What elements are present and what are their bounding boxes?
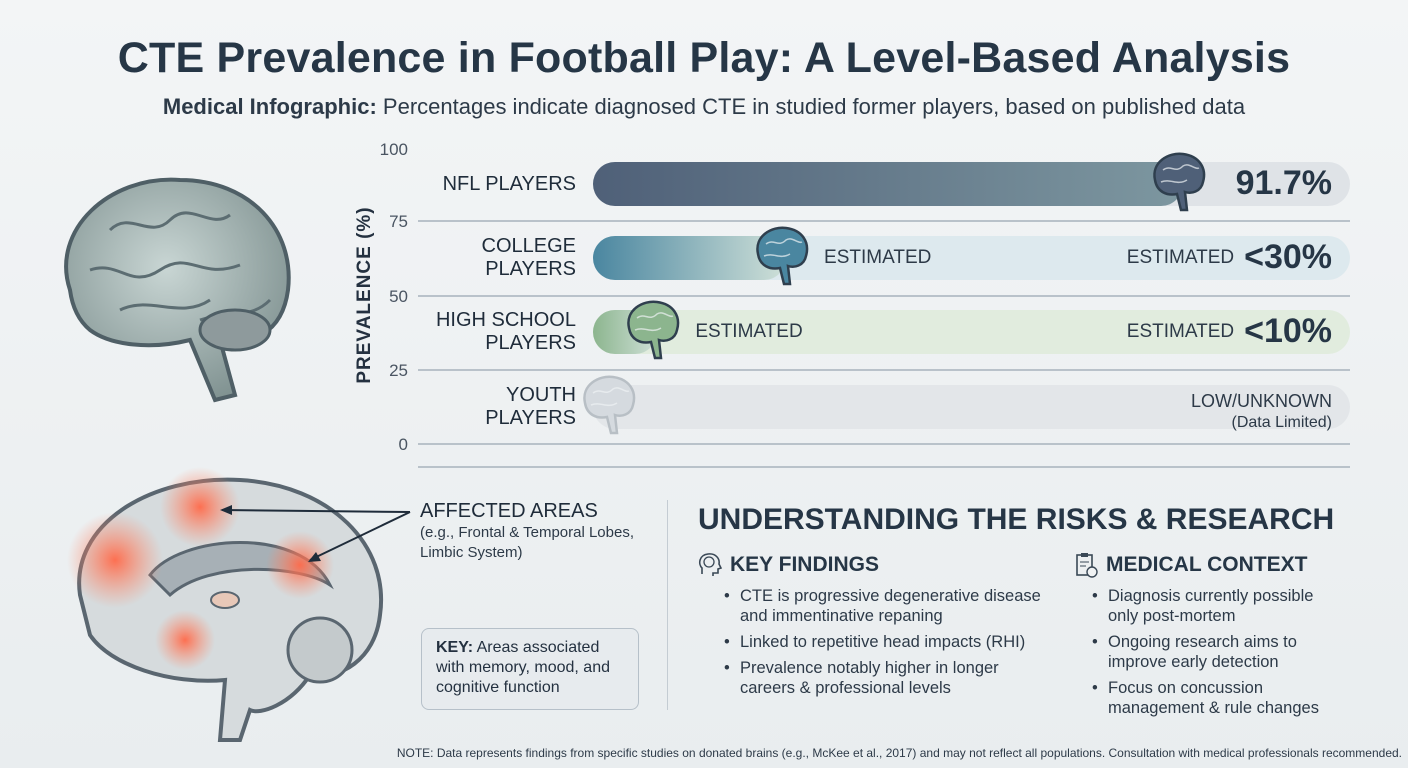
key-findings-title: KEY FINDINGS [730,553,879,576]
key-box: KEY: Areas associated with memory, mood,… [421,628,639,710]
brain-icon [756,226,809,286]
bar-inner-label: ESTIMATED [695,321,803,342]
finding-item: Linked to repetitive head impacts (RHI) [718,632,1058,652]
bar-fill [593,162,1184,206]
y-tick-50: 50 [389,287,408,306]
page-subtitle: Medical Infographic: Percentages indicat… [0,94,1408,120]
gridline [418,220,1350,222]
category-label: HIGH SCHOOL PLAYERS [376,309,576,355]
key-findings-section: KEY FINDINGS CTE is progressive degenera… [698,552,1058,704]
brain-icon [1153,152,1206,212]
bar-track [593,310,1350,354]
context-item: Diagnosis currently possible only post-m… [1086,586,1346,626]
y-tick-25: 25 [389,361,408,380]
brain-icon [627,300,680,360]
context-item: Focus on concussion management & rule ch… [1086,678,1346,718]
sagittal-brain-illustration [67,467,384,742]
bar-value-label: <30% [1244,238,1332,276]
subtitle-text: Percentages indicate diagnosed CTE in st… [382,94,1246,119]
bar-prefix-label: ESTIMATED [1126,320,1235,342]
bar-sub-label: (Data Limited) [1231,414,1332,431]
context-item: Ongoing research aims to improve early d… [1086,632,1346,672]
gridline [418,466,1350,468]
bar-value-label: LOW/UNKNOWN [1191,391,1332,411]
bar-fill [593,236,787,280]
affected-areas-subtitle: (e.g., Frontal & Temporal Lobes, Limbic … [420,524,634,561]
category-label-line: COLLEGE [481,235,576,257]
category-label-line: YOUTH [506,384,576,406]
y-tick-0: 0 [398,435,408,454]
key-label: KEY: [436,639,474,656]
category-label-line: NFL PLAYERS [442,172,576,195]
bar-track [593,385,1350,429]
brain-icon [583,375,636,435]
category-label-line: PLAYERS [485,258,576,280]
medical-context-title: MEDICAL CONTEXT [1106,553,1308,576]
category-label-line: PLAYERS [485,407,576,429]
category-label: COLLEGE PLAYERS [376,235,576,281]
bar-prefix-label: ESTIMATED [1126,246,1235,268]
affected-area-arrows [220,505,411,562]
gridline [418,369,1350,371]
category-label: NFL PLAYERS [376,173,576,196]
page-title: CTE Prevalence in Football Play: A Level… [117,34,1291,82]
bar-value-label: <10% [1244,312,1332,350]
bar-inner-label: ESTIMATED [824,247,932,268]
finding-item: CTE is progressive degenerative disease … [718,586,1058,626]
footnote: NOTE: Data represents findings from spec… [396,746,1402,760]
y-tick-100: 100 [379,140,408,159]
category-label: YOUTH PLAYERS [376,384,576,430]
divider [667,500,668,710]
risks-title: UNDERSTANDING THE RISKS & RESEARCH [698,503,1335,536]
category-label-line: PLAYERS [485,332,576,354]
y-axis-label: PREVALENCE (%) [354,206,375,384]
bar-value-label: 91.7% [1235,164,1332,202]
category-label-line: HIGH SCHOOL [435,309,576,331]
clipboard-icon [1076,553,1098,578]
medical-context-section: MEDICAL CONTEXT Diagnosis currently poss… [1074,552,1346,724]
finding-item: Prevalence notably higher in longer care… [718,658,1058,698]
gridline [418,443,1350,445]
head-brain-icon [698,553,722,576]
affected-areas-title: AFFECTED AREAS [420,500,598,522]
brain-illustration [64,177,291,403]
gridline [418,295,1350,297]
y-tick-75: 75 [389,212,408,231]
subtitle-bold: Medical Infographic: [162,94,377,119]
key-text: Areas associated with memory, mood, and … [436,639,610,696]
